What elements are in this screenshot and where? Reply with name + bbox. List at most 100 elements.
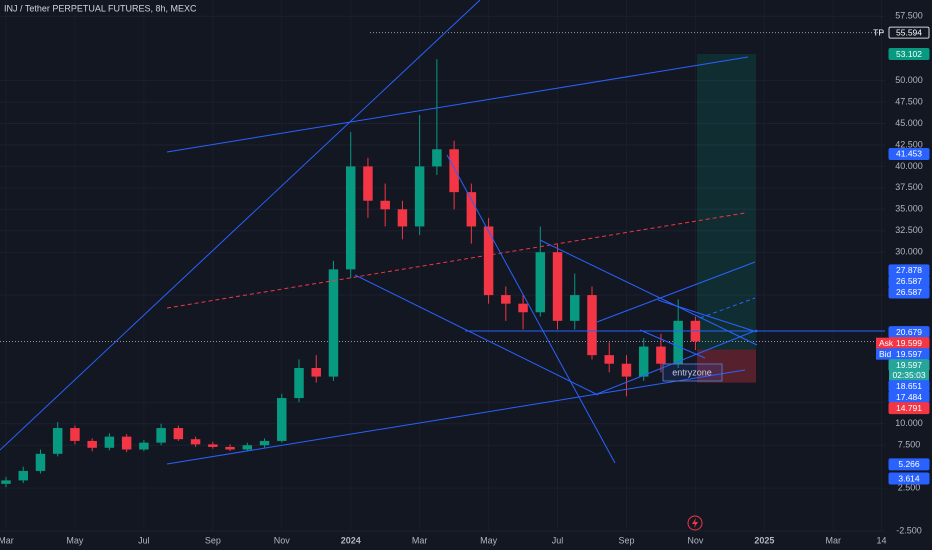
price-badge-label: 53.102 xyxy=(896,49,922,59)
candle-body xyxy=(363,166,373,201)
y-tick-label: 2.500 xyxy=(898,482,921,492)
price-badge-label: 17.484 xyxy=(896,392,922,402)
y-tick-label: 45.000 xyxy=(895,118,923,128)
trend-line xyxy=(166,56,749,153)
price-badge-tag-label: Bid xyxy=(879,349,892,359)
candle-body xyxy=(345,166,356,270)
candle-body xyxy=(328,269,339,377)
countdown: 02:35:03 xyxy=(892,370,925,380)
trend-line xyxy=(539,239,758,346)
y-tick-label: 57.500 xyxy=(895,11,923,21)
y-tick-label: 47.500 xyxy=(895,96,923,106)
candle-body xyxy=(638,346,649,377)
candle-body xyxy=(397,209,408,227)
candle-body xyxy=(1,480,11,484)
candle-body xyxy=(535,252,546,313)
trend-line xyxy=(699,297,756,319)
candle-body xyxy=(104,436,115,448)
x-tick-label: Sep xyxy=(618,535,634,545)
price-badge xyxy=(888,48,930,61)
x-tick-label: Sep xyxy=(205,535,221,545)
price-badge-label: 3.614 xyxy=(898,473,920,483)
candle-body xyxy=(380,200,390,210)
price-badge xyxy=(888,458,930,471)
x-tick-label: Jul xyxy=(138,535,150,545)
candle-body xyxy=(466,192,477,227)
candle-body xyxy=(52,428,63,454)
price-badge-label: 18.651 xyxy=(896,381,922,391)
y-tick-label: 7.500 xyxy=(898,440,921,450)
y-tick-label: 10.000 xyxy=(895,418,923,428)
price-badge-label: 27.878 xyxy=(896,265,922,275)
x-tick-label: 2024 xyxy=(341,535,361,545)
position-profit xyxy=(697,54,756,350)
drawings xyxy=(0,0,885,465)
candle-body xyxy=(190,439,201,445)
price-badge-tag xyxy=(876,348,890,360)
candle-body xyxy=(483,226,494,296)
candle-body xyxy=(432,149,442,167)
candle-body xyxy=(259,440,270,446)
y-tick-label: 40.000 xyxy=(895,161,923,171)
candle-body xyxy=(311,368,321,377)
candle-body xyxy=(173,428,184,440)
annotation: entryzone xyxy=(672,367,712,377)
candle-body xyxy=(570,295,580,321)
x-tick-label: Mar xyxy=(0,535,14,545)
y-tick-label: 32.500 xyxy=(895,225,923,235)
price-badge-label: 26.587 xyxy=(896,276,922,286)
candle-body xyxy=(35,453,46,471)
y-tick-label: 50.000 xyxy=(895,75,923,85)
trend-line xyxy=(354,274,599,396)
candle-body xyxy=(414,166,425,227)
candle-body xyxy=(587,295,597,356)
candle-body xyxy=(518,303,528,313)
y-tick-label: 30.000 xyxy=(895,247,923,257)
x-tick-label: Mar xyxy=(826,535,842,545)
candle-body xyxy=(449,149,459,193)
y-tick-label: 42.500 xyxy=(895,139,923,149)
countdown-badge xyxy=(889,370,929,381)
candle-body xyxy=(121,436,132,450)
x-tick-label: Jul xyxy=(552,535,564,545)
price-badge xyxy=(888,402,930,415)
price-badge-label: 19.599 xyxy=(896,338,922,348)
candle-body xyxy=(139,442,149,450)
trend-line xyxy=(639,329,706,359)
x-tick-label: May xyxy=(66,535,84,545)
price-badge-label: 41.453 xyxy=(896,149,922,159)
price-badge-label: 55.594 xyxy=(896,27,922,37)
trend-line xyxy=(0,0,481,451)
price-badge-label: 26.587 xyxy=(896,287,922,297)
candle-body xyxy=(87,440,97,448)
y-tick-label: 37.500 xyxy=(895,182,923,192)
position-loss xyxy=(697,349,756,383)
candle-body xyxy=(294,368,304,399)
price-badge-tag-label: Ask xyxy=(879,338,894,348)
price-axis: 57.500 50.000 47.500 45.000 42.500 40.000 37.5… xyxy=(0,11,930,545)
x-tick-label: Nov xyxy=(687,535,704,545)
x-tick-label: 2025 xyxy=(754,535,774,545)
trend-line xyxy=(657,299,758,333)
candle-body xyxy=(621,363,632,377)
chart-title: INJ / Tether PERPETUAL FUTURES, 8h, MEXC xyxy=(4,3,197,13)
price-badge-label: 5.266 xyxy=(898,459,920,469)
price-badge-label: 20.679 xyxy=(896,327,922,337)
price-badge xyxy=(888,147,930,160)
entry-zone xyxy=(662,363,723,382)
price-badge-label: 19.597 xyxy=(896,360,922,370)
x-tick-label: 14 xyxy=(877,535,887,545)
plot-area xyxy=(0,15,885,532)
candle-body xyxy=(604,355,614,364)
y-tick-label: -2.500 xyxy=(896,525,922,535)
candle-body xyxy=(70,428,80,441)
price-badge xyxy=(888,472,930,485)
trend-line xyxy=(596,261,756,323)
x-tick-label: Nov xyxy=(274,535,291,545)
alert-icon[interactable] xyxy=(692,518,698,528)
x-tick-label: May xyxy=(480,535,498,545)
candle-body xyxy=(242,445,253,450)
alert-icon[interactable] xyxy=(687,515,703,531)
candle-body xyxy=(552,252,563,321)
